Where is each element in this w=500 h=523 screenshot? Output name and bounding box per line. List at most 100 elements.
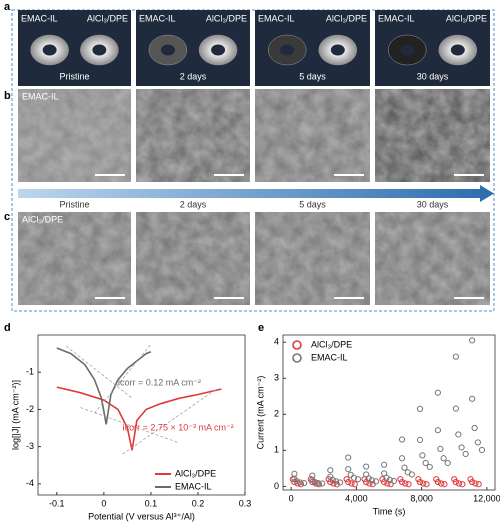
scatter-point (372, 478, 380, 485)
sem-texture (255, 212, 370, 305)
panel-label: d (4, 322, 11, 334)
timeline-label: Pristine (59, 199, 89, 209)
scatter-point (365, 475, 372, 482)
sem-texture (18, 212, 131, 305)
y-axis-title: log[|J| (mA cm⁻²)] (10, 380, 20, 450)
plot-frame (37, 334, 246, 496)
washer-hole (280, 44, 295, 56)
scatter-point (348, 480, 355, 487)
photo-label: AlCl₃/DPE (326, 13, 367, 23)
scatter-point (441, 481, 448, 488)
scatter-point (405, 481, 412, 488)
x-tick-label: 0.2 (192, 498, 205, 508)
scatter-point (345, 478, 352, 486)
sem-texture (375, 212, 490, 305)
legend-swatch (292, 340, 302, 350)
scatter-point (336, 479, 344, 486)
y-tick-label: -2 (26, 404, 34, 414)
timeline-label: 5 days (299, 199, 326, 209)
panel-c: AlCl₃/DPE (18, 212, 490, 305)
scatter-point (398, 436, 406, 443)
scatter-point (398, 455, 406, 462)
scatter-point (469, 337, 476, 344)
washer-hole (42, 44, 57, 56)
scatter-point (402, 480, 409, 487)
scatter-point (478, 446, 486, 454)
scatter-point (438, 480, 445, 487)
timeline-label: 30 days (417, 199, 449, 209)
image-label: EMAC-IL (22, 91, 59, 101)
scatter-point (333, 481, 340, 488)
photo-caption: Pristine (59, 71, 89, 81)
sem-texture (136, 212, 250, 305)
timeline: Pristine 2 days 5 days 30 days (18, 185, 494, 209)
scatter-point (474, 439, 481, 446)
x-tick-label: 0.3 (239, 498, 252, 508)
y-tick-label: 3 (274, 373, 279, 383)
photo-label: AlCl₃/DPE (87, 13, 128, 23)
y-tick-label: 2 (274, 409, 279, 419)
scatter-point (455, 431, 462, 438)
y-tick-label: 0 (274, 481, 279, 491)
scatter-point (368, 477, 375, 484)
photo-label: EMAC-IL (258, 13, 295, 23)
scatter-point (314, 480, 322, 487)
scatter-point (332, 478, 340, 485)
washer-hole (400, 44, 415, 56)
panel-border (11, 9, 495, 312)
sem-texture (255, 89, 370, 182)
scatter-point (434, 389, 442, 396)
y-tick-label: -4 (26, 478, 34, 488)
scatter-point (329, 476, 336, 484)
legend-label: AlCl₃/DPE (175, 468, 216, 478)
scatter-point (386, 476, 393, 484)
x-tick-label: 4,000 (345, 493, 368, 503)
photo-caption: 2 days (180, 71, 207, 81)
panel-label: c (4, 211, 10, 223)
y-axis-title: Current (mA cm⁻²) (255, 376, 265, 450)
scatter-point (469, 395, 476, 402)
scatter-point (416, 478, 424, 486)
x-axis-title: Potential (V versus Al³⁺/Al) (88, 511, 195, 521)
scatter-point (347, 471, 354, 478)
scatter-point (319, 480, 326, 487)
scatter-point (437, 445, 444, 453)
plot-frame (282, 334, 496, 491)
scatter-point (452, 478, 459, 486)
photo-label: AlCl₃/DPE (446, 13, 487, 23)
arrow-head (480, 185, 494, 202)
y-tick-label: 1 (274, 445, 279, 455)
scatter-point (354, 476, 362, 483)
scatter-point (422, 459, 429, 467)
scatter-point (309, 472, 316, 479)
y-tick-label: 4 (274, 337, 279, 347)
scatter-point (420, 480, 427, 487)
legend-label: EMAC-IL (311, 352, 348, 362)
tangent (80, 407, 180, 444)
scatter-point (459, 481, 466, 488)
scatter-point (458, 444, 465, 451)
chart-d: -0.1 0 0.1 0.2 0.3 -1 -2 -3 -4 Potential (V versu… (10, 334, 252, 521)
x-tick-label: 0 (289, 493, 294, 503)
x-tick-label: 0 (101, 498, 106, 508)
sem-texture (136, 89, 250, 182)
panel-label: b (4, 90, 11, 102)
scatter-point (291, 470, 298, 477)
scatter-point (311, 478, 318, 486)
scatter-point (327, 467, 334, 474)
x-tick-label: 8,000 (410, 493, 433, 503)
scatter-point (469, 478, 476, 486)
washer-hole (160, 44, 175, 56)
image-label: AlCl₃/DPE (22, 214, 63, 224)
scatter-point (297, 479, 304, 486)
washer-hole (330, 44, 345, 56)
washer-hole (450, 44, 465, 56)
tangent (122, 388, 217, 455)
x-tick-label: 12,000 (473, 493, 500, 503)
tangent (66, 345, 133, 399)
x-tick-label: 0.1 (145, 498, 158, 508)
annotation: icorr = 0.12 mA cm⁻² (118, 378, 201, 388)
photo-label: EMAC-IL (139, 13, 176, 23)
y-tick-label: -1 (26, 367, 34, 377)
